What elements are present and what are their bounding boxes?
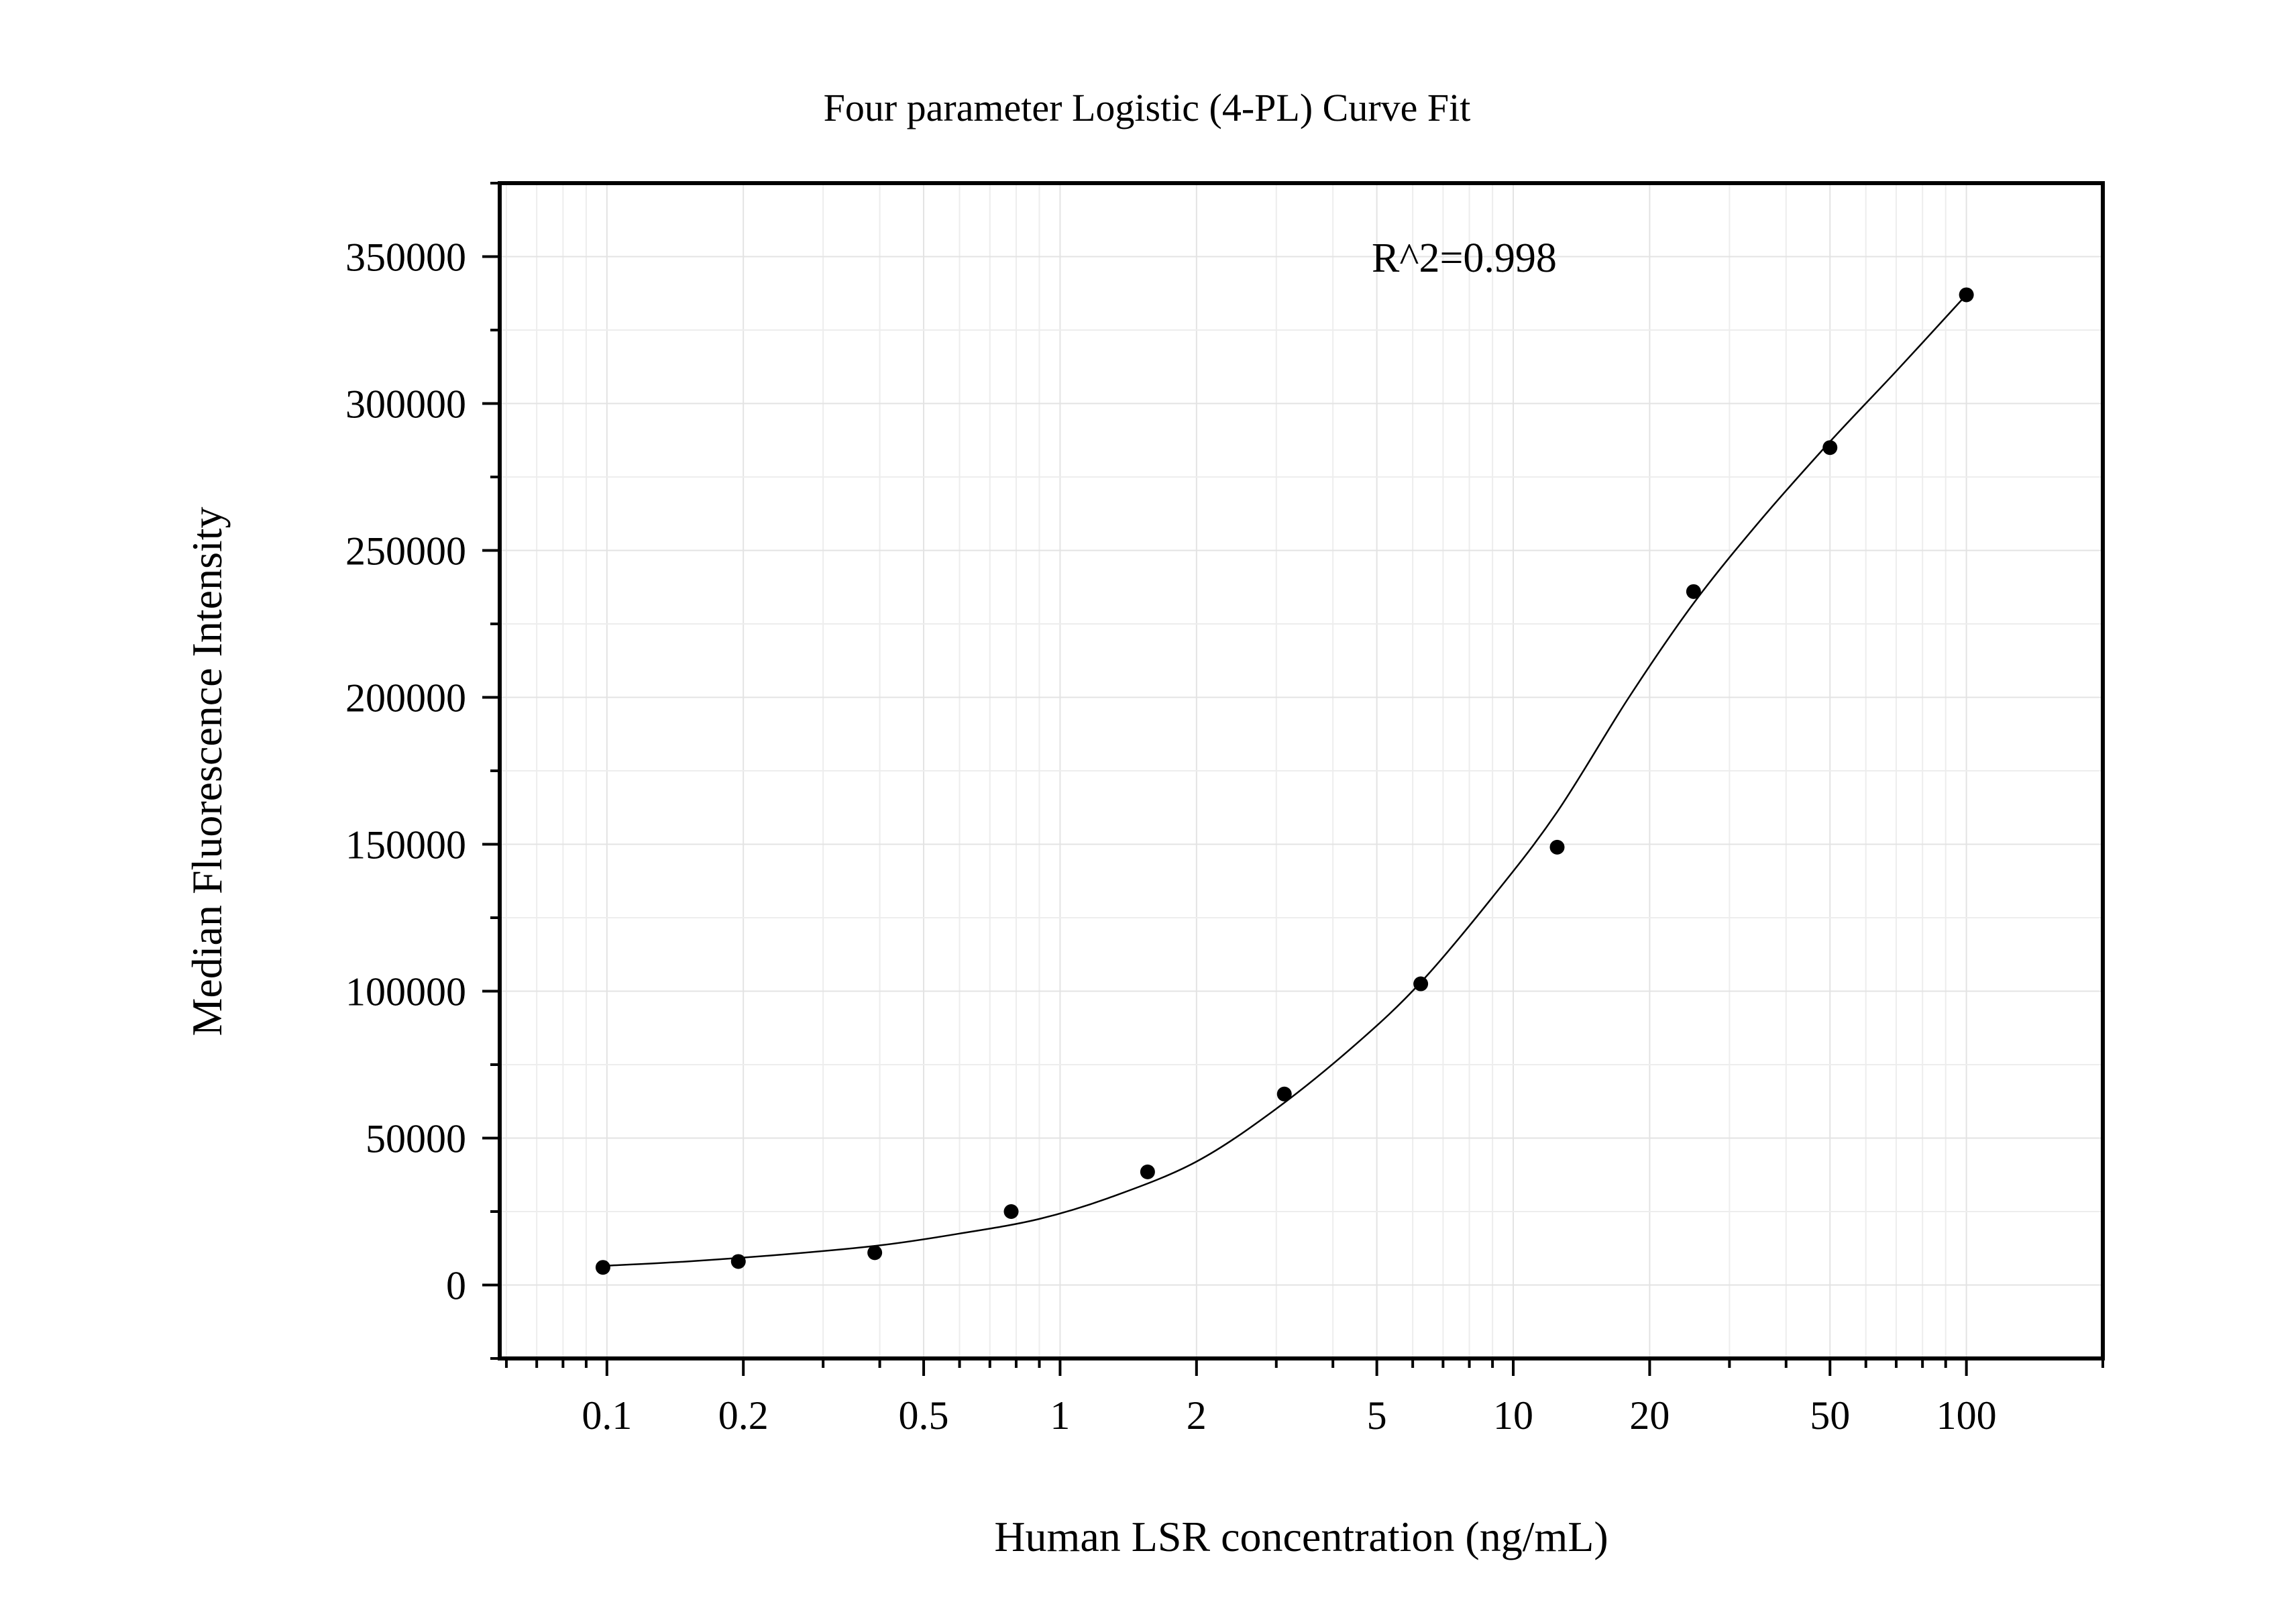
y-tick-label: 0 — [446, 1264, 466, 1308]
x-tick-label: 0.2 — [718, 1393, 769, 1438]
data-point — [1003, 1204, 1019, 1219]
x-tick-label: 2 — [1187, 1393, 1207, 1438]
grid-lines — [500, 182, 2103, 1359]
data-point — [1686, 584, 1701, 599]
data-point — [595, 1260, 610, 1275]
y-tick-label: 100000 — [345, 970, 466, 1014]
data-point — [1140, 1164, 1155, 1179]
chart-title: Four parameter Logistic (4-PL) Curve Fit — [824, 86, 1471, 129]
data-point — [1276, 1086, 1292, 1102]
fit-curve — [602, 294, 1967, 1267]
x-tick-label: 1 — [1050, 1393, 1070, 1438]
x-tick-label: 0.5 — [899, 1393, 949, 1438]
y-tick-label: 200000 — [345, 676, 466, 720]
data-point — [1959, 287, 1974, 303]
x-tick-labels: 0.1 0.2 0.5 1 2 5 10 20 50 100 — [582, 1393, 1996, 1438]
x-tick-label: 100 — [1936, 1393, 1997, 1438]
y-tick-label: 350000 — [345, 235, 466, 280]
x-tick-label: 5 — [1367, 1393, 1387, 1438]
data-point — [1822, 440, 1838, 456]
x-tick-label: 20 — [1629, 1393, 1670, 1438]
x-axis-label: Human LSR concentration (ng/mL) — [994, 1513, 1608, 1560]
y-tick-label: 150000 — [345, 823, 466, 867]
data-point — [1413, 976, 1429, 992]
x-tick-label: 10 — [1493, 1393, 1533, 1438]
x-tick-label: 50 — [1810, 1393, 1850, 1438]
y-tick-label: 50000 — [366, 1117, 466, 1161]
r-squared-annotation: R^2=0.998 — [1372, 235, 1557, 281]
data-point — [1549, 839, 1565, 855]
y-tick-label: 300000 — [345, 382, 466, 427]
data-point — [867, 1245, 883, 1261]
plot-frame — [498, 181, 2105, 1360]
axis-ticks — [482, 182, 2104, 1376]
data-points — [595, 287, 1974, 1275]
x-tick-label: 0.1 — [582, 1393, 632, 1438]
y-axis-label: Median Fluorescence Intensity — [183, 506, 231, 1036]
data-point — [730, 1254, 746, 1269]
y-tick-labels: 0 50000 100000 150000 200000 250000 300000 3500… — [345, 235, 466, 1308]
y-tick-label: 250000 — [345, 529, 466, 574]
